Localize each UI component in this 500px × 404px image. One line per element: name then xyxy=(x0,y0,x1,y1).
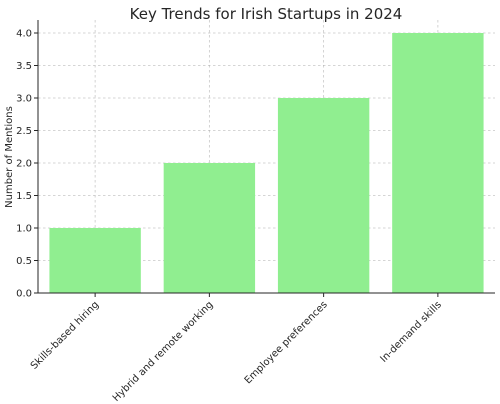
y-tick-label: 2.5 xyxy=(16,126,32,137)
x-tick-label: Skills-based hiring xyxy=(29,299,101,371)
y-tick-label: 0.5 xyxy=(16,256,32,267)
y-tick-label: 3.5 xyxy=(16,61,32,72)
y-tick-label: 2.0 xyxy=(16,159,32,170)
x-tick-label: In-demand skills xyxy=(378,299,444,365)
x-ticks: Skills-based hiring Hybrid and remote wor… xyxy=(29,293,444,404)
y-tick-label: 0.0 xyxy=(16,289,32,300)
y-tick-label: 4.0 xyxy=(16,29,32,40)
bar xyxy=(277,98,370,293)
y-tick-label: 1.0 xyxy=(16,224,32,235)
bar xyxy=(163,163,256,293)
chart-title: Key Trends for Irish Startups in 2024 xyxy=(130,5,403,23)
x-tick-label: Hybrid and remote working xyxy=(111,299,216,404)
x-tick-label: Employee preferences xyxy=(243,299,330,386)
bar xyxy=(49,228,141,293)
bar xyxy=(392,33,484,293)
y-tick-label: 1.5 xyxy=(16,191,32,202)
y-axis-label: Number of Mentions xyxy=(4,106,15,208)
y-ticks: 0.0 0.5 1.0 1.5 2.0 2.5 3.0 3.5 4.0 xyxy=(16,29,38,300)
y-tick-label: 3.0 xyxy=(16,94,32,105)
bars xyxy=(49,33,484,293)
